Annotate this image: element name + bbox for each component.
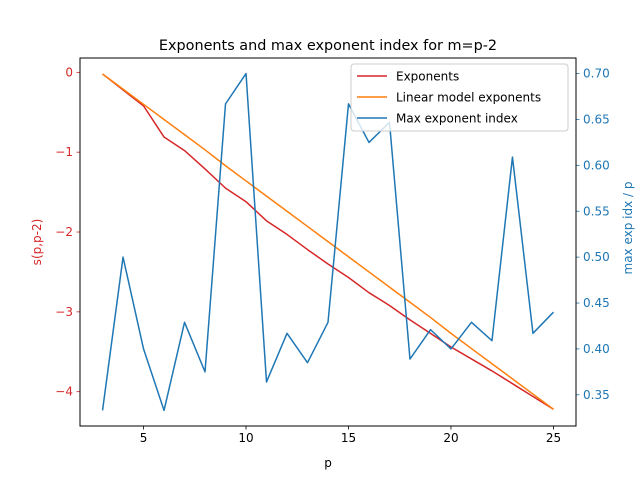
legend-label-exponents: Exponents: [396, 70, 459, 84]
y-right-tick-label: 0.50: [583, 250, 610, 264]
legend-label-max-exponent-index: Max exponent index: [396, 112, 518, 126]
x-tick-label: 10: [238, 431, 253, 445]
x-tick-label: 5: [140, 431, 148, 445]
y-left-tick-label: −4: [55, 385, 73, 399]
y-right-tick-label: 0.45: [583, 296, 610, 310]
y-right-tick-label: 0.65: [583, 112, 610, 126]
y-right-tick-label: 0.55: [583, 204, 610, 218]
y-right-tick-label: 0.60: [583, 158, 610, 172]
legend: Exponents Linear model exponents Max exp…: [350, 63, 569, 132]
x-axis-label: p: [324, 456, 332, 470]
y-left-tick-label: −3: [55, 305, 73, 319]
plot-lines: [101, 72, 554, 412]
series-line-linear-model-exponents: [102, 73, 554, 410]
y-right-axis-label: max exp idx / p: [621, 181, 635, 274]
y-left-tick-label: 0: [65, 65, 73, 79]
y-left-tick-label: −1: [55, 145, 73, 159]
y-right-tick-label: 0.40: [583, 342, 610, 356]
legend-box: [350, 63, 569, 132]
plot-frame: [79, 57, 577, 427]
y-right-tick-label: 0.35: [583, 388, 610, 402]
x-tick-label: 20: [443, 431, 458, 445]
legend-label-linear-model: Linear model exponents: [396, 91, 541, 105]
y-left-tick-label: −2: [55, 225, 73, 239]
y-right-tick-label: 0.70: [583, 67, 610, 81]
chart-title: Exponents and max exponent index for m=p…: [159, 38, 497, 54]
series-line-max-exponent-index: [101, 72, 554, 412]
ticks: 5 10 15 20 25 0 −1 −2 −3 −4 0.35 0.40 0.45 0.50 0.55 0.…: [55, 65, 609, 445]
x-tick-label: 15: [341, 431, 356, 445]
x-tick-label: 25: [546, 431, 561, 445]
series-line-exponents: [102, 73, 554, 410]
y-left-axis-label: s(p,p-2): [30, 219, 44, 266]
